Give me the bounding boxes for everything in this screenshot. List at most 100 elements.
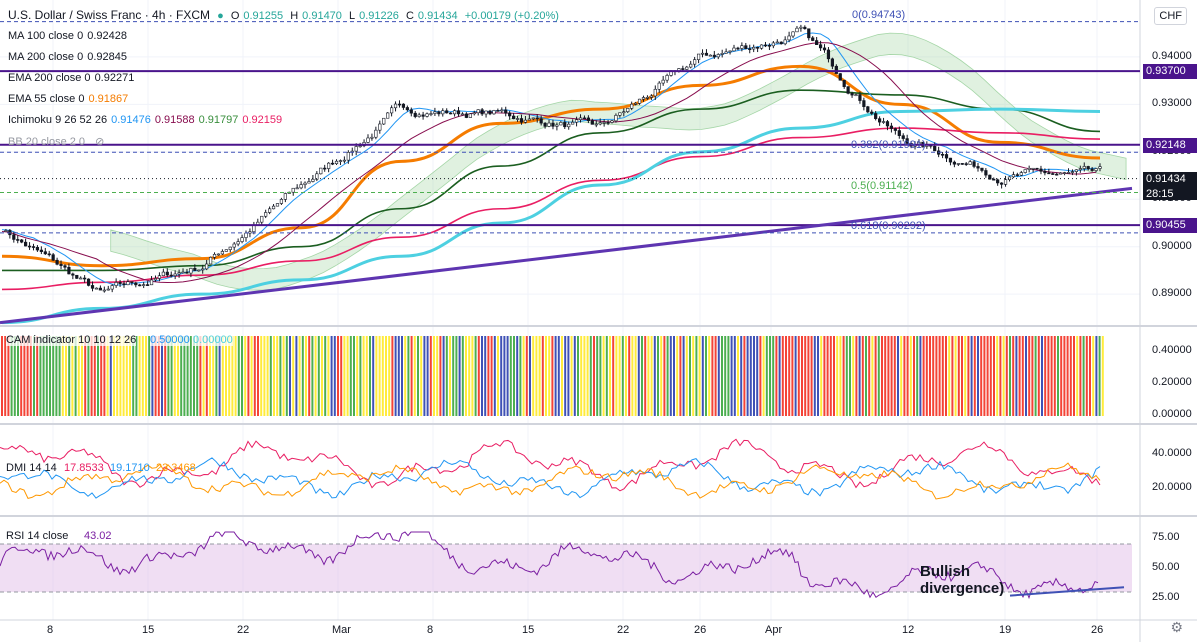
cam-bar	[541, 336, 544, 416]
candle-body	[748, 48, 752, 50]
cam-bar	[100, 336, 103, 416]
cam-bar	[298, 336, 301, 416]
candle-body	[55, 259, 59, 265]
cam-bar	[193, 336, 195, 416]
dmi-value: 23.3468	[156, 462, 196, 474]
legend-row[interactable]: EMA 200 close 0 0.92271	[8, 72, 138, 84]
cam-bar	[842, 336, 845, 416]
cam-bar	[317, 336, 320, 416]
legend-row[interactable]: Ichimoku 9 26 52 26 0.91476 0.91588 0.91797…	[8, 114, 286, 126]
candle-body	[220, 251, 224, 255]
cam-bar	[490, 336, 493, 416]
settings-gear-icon[interactable]: ⚙	[1170, 619, 1183, 635]
cam-bar	[881, 336, 883, 416]
candle-body	[484, 110, 488, 115]
candle-body	[374, 129, 378, 138]
cam-bar	[807, 336, 810, 416]
cam-bar	[986, 336, 989, 416]
cam-bar	[625, 336, 627, 416]
cam-bar	[772, 336, 775, 416]
cam-bar	[231, 336, 234, 416]
cam-bar	[369, 336, 371, 416]
cam-bar	[263, 336, 266, 416]
candle-body	[63, 265, 67, 268]
cam-bar	[906, 336, 909, 416]
candle-body	[968, 161, 972, 165]
candle-body	[118, 282, 122, 284]
cam-bar	[397, 336, 400, 416]
candle-body	[712, 54, 716, 58]
cam-bar	[404, 336, 407, 416]
cam-bar	[234, 336, 237, 416]
cam-bar	[845, 336, 848, 416]
cam-bar	[212, 336, 215, 416]
cam-bar	[359, 336, 362, 416]
candle-body	[547, 122, 551, 127]
cam-bar	[701, 336, 704, 416]
cam-bar	[602, 336, 605, 416]
legend-row[interactable]: MA 200 close 0 0.92845	[8, 51, 131, 63]
hidden-eye-icon[interactable]: ⊘	[95, 136, 105, 148]
candle-body	[370, 136, 374, 139]
cam-bar	[413, 336, 416, 416]
cam-bar	[29, 336, 32, 416]
candle-body	[508, 112, 512, 117]
candle-body	[1062, 172, 1067, 174]
candle-body	[807, 28, 811, 39]
candle-body	[736, 47, 740, 50]
cam-bar	[929, 336, 931, 416]
candle-body	[905, 138, 909, 144]
cam-bar	[932, 336, 935, 416]
cam-panel	[1, 336, 1104, 416]
cam-bar	[705, 336, 707, 416]
candle-body	[346, 152, 350, 161]
candle-body	[846, 86, 850, 94]
cam-bar	[433, 336, 435, 416]
candle-body	[783, 39, 787, 45]
candle-body	[830, 58, 834, 67]
legend-row[interactable]: BB 20 close 2 0 ⊘	[8, 135, 108, 148]
candle-body	[390, 107, 394, 114]
cam-bar	[609, 336, 611, 416]
candle-body	[169, 274, 173, 277]
symbol-title[interactable]: U.S. Dollar / Swiss Franc · 4h · FXCM	[8, 8, 211, 22]
candle-body	[47, 253, 51, 256]
candle-body	[559, 122, 563, 126]
cam-bar	[1009, 336, 1011, 416]
cam-bar	[1101, 336, 1104, 416]
cam-bar	[525, 336, 528, 416]
candle-body	[327, 162, 331, 169]
cam-bar	[279, 336, 282, 416]
candle-body	[641, 97, 646, 100]
candle-body	[79, 277, 83, 280]
candle-body	[1066, 172, 1071, 174]
indicator-lines	[1, 32, 1101, 325]
cam-bar	[13, 336, 16, 416]
cam-bar	[900, 336, 903, 416]
cam-bar	[314, 336, 317, 416]
cam-bar	[452, 336, 455, 416]
cam-bar	[1092, 336, 1095, 416]
legend-row[interactable]: EMA 55 close 0 0.91867	[8, 93, 132, 105]
cam-bar	[17, 336, 19, 416]
candle-body	[244, 232, 248, 238]
symbol-row: U.S. Dollar / Swiss Franc · 4h · FXCM ● …	[8, 8, 563, 22]
candle-body	[598, 122, 602, 125]
cam-bar	[1053, 336, 1056, 416]
currency-button[interactable]: CHF	[1154, 7, 1187, 25]
cam-bar	[810, 336, 813, 416]
legend-value: 0.91588	[154, 114, 195, 126]
cam-bar	[522, 336, 525, 416]
candle-body	[622, 111, 626, 114]
candle-body	[291, 187, 295, 193]
cam-bar	[657, 336, 659, 416]
rsi-label: RSI 14 close	[6, 530, 69, 542]
cam-bar	[42, 336, 45, 416]
candle-body	[342, 159, 346, 162]
cam-bar	[385, 336, 387, 416]
cam-bar	[45, 336, 48, 416]
cam-bar	[596, 336, 599, 416]
legend-row[interactable]: MA 100 close 0 0.92428	[8, 30, 131, 42]
legend-value: 0.91797	[198, 114, 239, 126]
